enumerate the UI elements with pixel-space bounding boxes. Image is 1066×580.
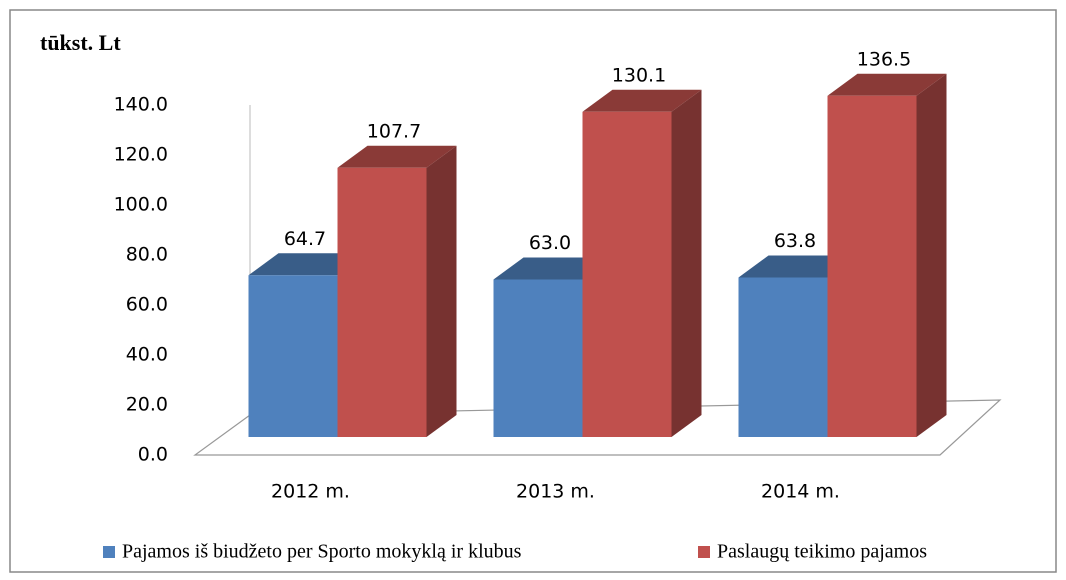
data-label: 107.7 xyxy=(367,120,421,142)
bar xyxy=(337,167,427,437)
data-label: 63.0 xyxy=(529,232,571,254)
x-tick-label: 2012 m. xyxy=(271,481,350,503)
x-tick-label: 2014 m. xyxy=(761,481,840,503)
legend-swatch xyxy=(698,546,710,558)
bar xyxy=(827,95,917,437)
bar-side xyxy=(426,145,457,437)
bar-side xyxy=(916,73,947,437)
y-tick-label: 60.0 xyxy=(126,294,168,316)
data-label: 63.8 xyxy=(774,230,816,252)
bar-top xyxy=(337,145,457,168)
bar xyxy=(248,275,338,437)
legend-swatch xyxy=(103,546,115,558)
data-label: 136.5 xyxy=(857,48,911,70)
bar-side xyxy=(671,89,702,437)
bar-top xyxy=(827,73,947,96)
legend-label: Pajamos iš biudžeto per Sporto mokyklą i… xyxy=(122,541,522,563)
chart-title: tūkst. Lt xyxy=(40,30,121,55)
y-tick-label: 0.0 xyxy=(138,444,168,466)
bar xyxy=(738,277,828,437)
y-tick-label: 100.0 xyxy=(114,194,168,216)
y-tick-label: 20.0 xyxy=(126,394,168,416)
bar xyxy=(582,111,672,437)
bar xyxy=(493,279,583,437)
bar-top xyxy=(582,89,702,112)
y-tick-label: 80.0 xyxy=(126,244,168,266)
y-tick-label: 40.0 xyxy=(126,344,168,366)
floor xyxy=(193,399,1002,456)
x-tick-label: 2013 m. xyxy=(516,481,595,503)
y-tick-label: 120.0 xyxy=(114,144,168,166)
data-label: 130.1 xyxy=(612,64,666,86)
data-label: 64.7 xyxy=(284,228,326,250)
legend-label: Paslaugų teikimo pajamos xyxy=(717,541,927,563)
y-tick-label: 140.0 xyxy=(114,94,168,116)
